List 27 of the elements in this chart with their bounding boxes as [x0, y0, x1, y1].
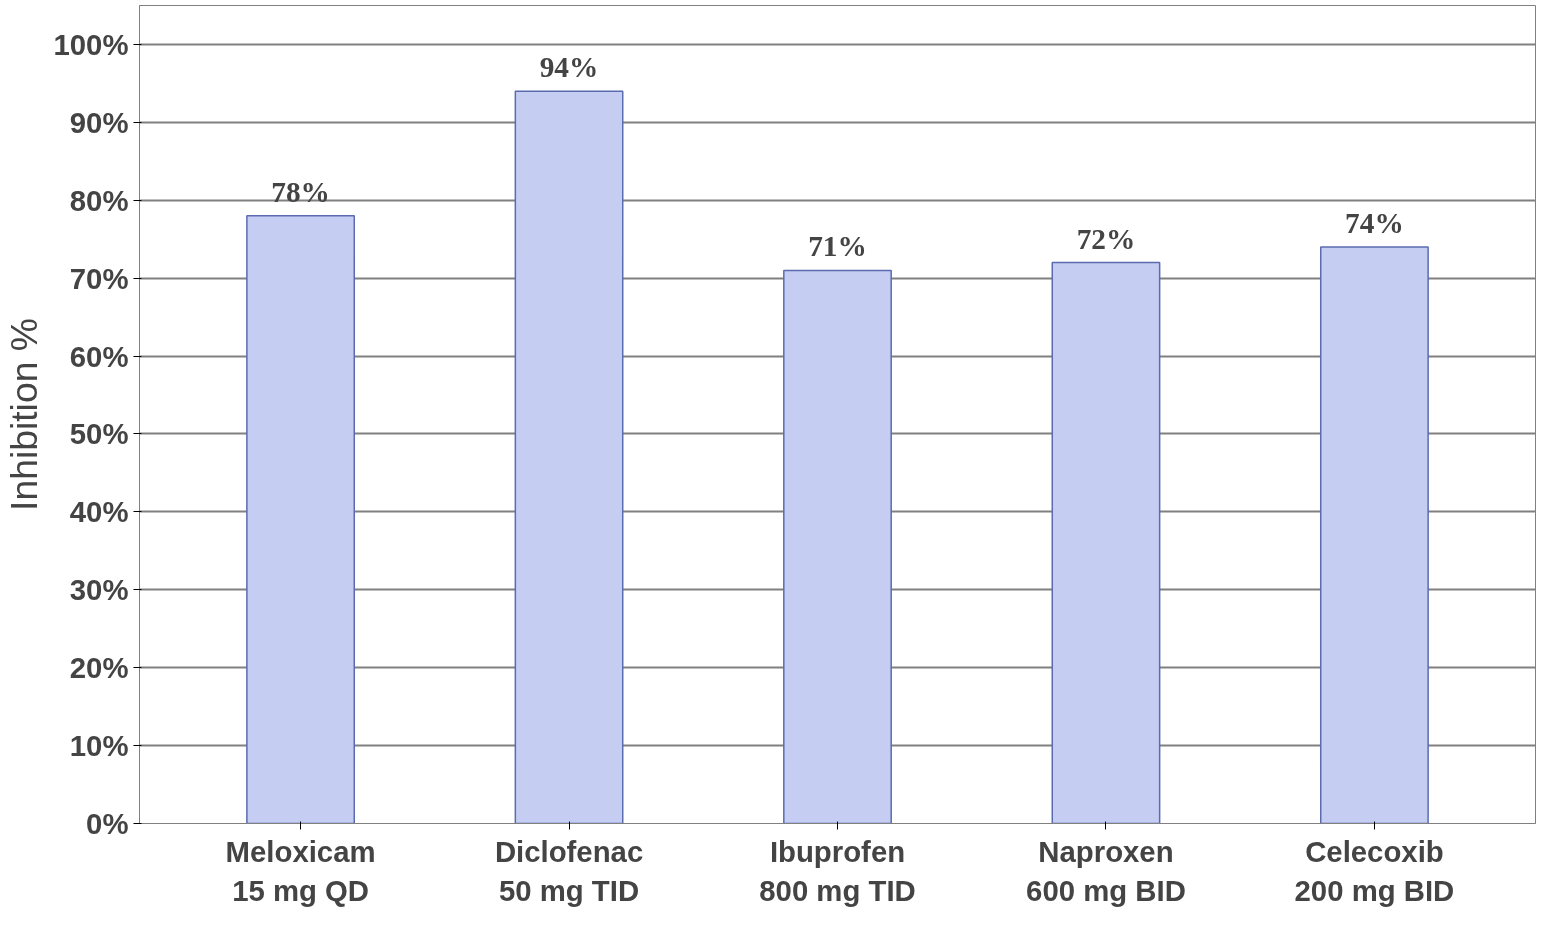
bar [783, 269, 892, 824]
y-tick-label: 80% [69, 183, 129, 217]
y-axis-title: Inhibition % [3, 318, 46, 511]
y-tick-label: 40% [69, 495, 129, 529]
y-tick-label: 0% [86, 807, 129, 840]
data-label: 94% [539, 51, 599, 84]
data-label: 72% [1076, 222, 1136, 255]
bar [514, 90, 624, 824]
y-tick-label: 30% [69, 573, 129, 607]
x-tick-label: Diclofenac 50 mg TID [494, 834, 644, 908]
data-label: 74% [1345, 207, 1404, 239]
bar [246, 215, 356, 824]
y-tick-label: 70% [69, 261, 129, 295]
y-tick-label: 90% [69, 105, 129, 139]
data-label: 78% [271, 175, 330, 208]
bar [1051, 261, 1161, 824]
data-label: 71% [808, 230, 867, 263]
y-tick-label: 10% [69, 729, 129, 763]
y-tick-label: 60% [69, 339, 129, 373]
y-tick-label: 50% [69, 417, 129, 451]
bar [1319, 246, 1429, 824]
y-tick-label: 20% [69, 651, 129, 685]
x-tick-label: Meloxicam 15 mg QD [225, 834, 376, 908]
x-tick-label: Celecoxib 200 mg BID [1294, 834, 1455, 908]
y-tick-label: 100% [53, 27, 129, 61]
x-tick-label: Naproxen 600 mg BID [1026, 834, 1186, 908]
x-tick-label: Ibuprofen 800 mg TID [759, 834, 916, 908]
